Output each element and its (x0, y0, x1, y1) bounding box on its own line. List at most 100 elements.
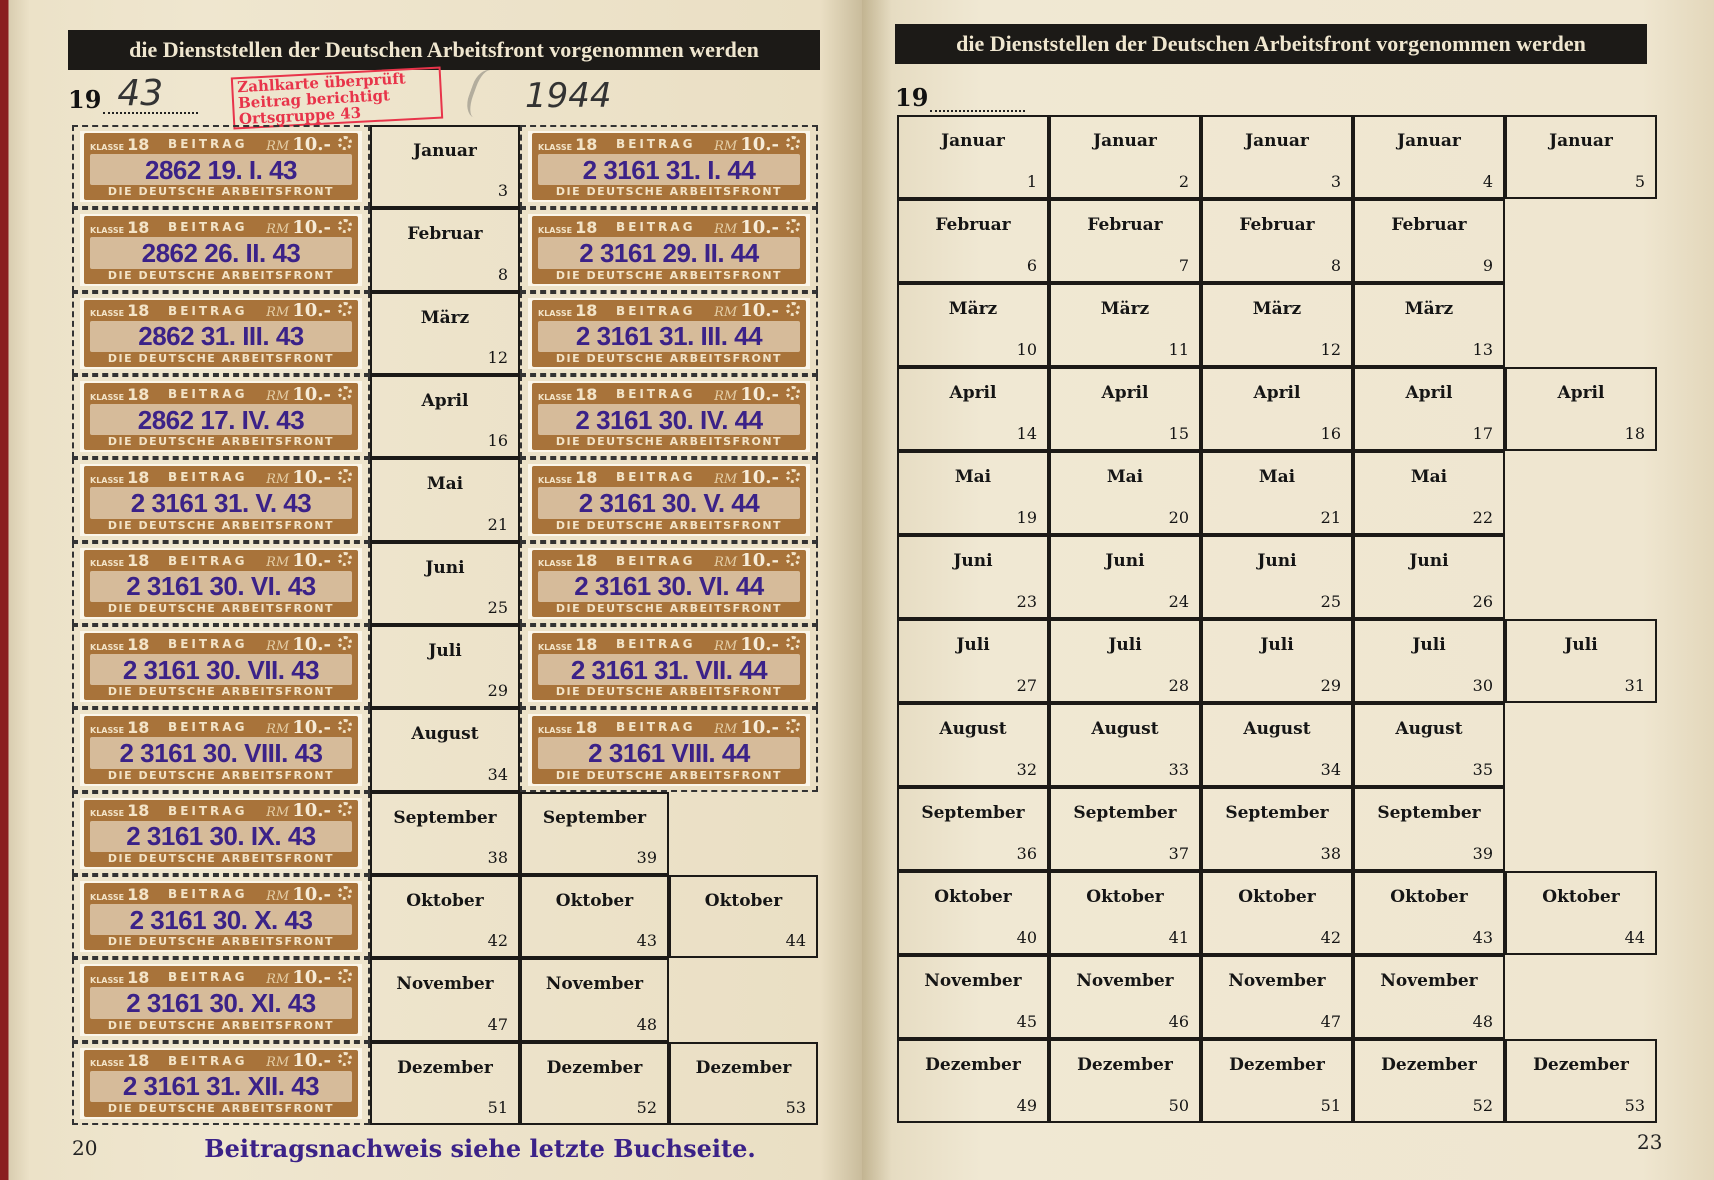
stamp-class-badge: KLASSE 18 (90, 885, 149, 904)
month-cell: November 45 (897, 955, 1049, 1039)
stamp-class: 18 (575, 217, 598, 237)
month-cell: Juli 29 (1201, 619, 1353, 703)
month-cell: April 14 (897, 367, 1049, 451)
daf-emblem-icon (337, 885, 352, 900)
contribution-stamp: KLASSE 18 BEITRAG RM 10.- 2 3161 30. VI. 44 DI… (528, 547, 810, 619)
stamp-currency: RM (266, 555, 290, 571)
stamp-class-label: KLASSE (538, 642, 573, 652)
week-number: 44 (785, 931, 806, 951)
stamp-body: KLASSE 18 BEITRAG RM 10.- 2 3161 31. V. 43 DIE… (84, 466, 358, 534)
month-cell: September 36 (897, 787, 1049, 871)
stamp-class: 18 (127, 717, 150, 737)
stamp-title: BEITRAG (168, 1053, 248, 1068)
handwritten-year: 43 (117, 73, 164, 114)
month-cell: November 48 (1353, 955, 1505, 1039)
stamp-value-group: RM 10.- (266, 384, 352, 405)
contribution-stamp: KLASSE 18 BEITRAG RM 10.- 2 3161 31. XII. 43 D… (80, 1047, 362, 1119)
stamp-currency: RM (266, 138, 290, 154)
stamp-issuer: DIE DEUTSCHE ARBEITSFRONT (107, 935, 335, 949)
month-label: September (921, 803, 1025, 823)
month-label: Oktober (406, 891, 484, 911)
month-label: April (949, 383, 997, 403)
month-label: November (924, 971, 1022, 991)
stamp-class-label: KLASSE (538, 475, 573, 485)
week-number: 48 (636, 1014, 657, 1034)
stamp-currency: RM (714, 221, 738, 237)
contribution-stamp: KLASSE 18 BEITRAG RM 10.- 2862 17. IV. 43 DIE … (80, 381, 362, 453)
month-label: Januar (1245, 131, 1309, 151)
daf-emblem-icon (337, 218, 352, 233)
cancellation-mark: 2 3161 30. X. 43 (90, 904, 352, 936)
month-cell: Juli 27 (897, 619, 1049, 703)
stamp-top-row: KLASSE 18 BEITRAG RM 10.- (538, 300, 800, 321)
page-header-bar: die Dienststellen der Deutschen Arbeitsf… (68, 30, 820, 70)
stamp-class: 18 (575, 634, 598, 654)
stamp-value-group: RM 10.- (714, 384, 800, 405)
stamp-body: KLASSE 18 BEITRAG RM 10.- 2862 17. IV. 43 DIE … (84, 383, 358, 451)
stamp-top-row: KLASSE 18 BEITRAG RM 10.- (90, 800, 352, 821)
stamp-slot: KLASSE 18 BEITRAG RM 10.- 2 3161 31. V. 43 DIE… (72, 458, 370, 542)
month-cell: November 48 (520, 958, 669, 1042)
month-label: Juni (1257, 551, 1297, 571)
cancellation-mark: 2 3161 31. III. 44 (538, 320, 800, 352)
stamp-value: 10.- (292, 300, 331, 322)
stamp-currency: RM (714, 305, 738, 321)
stamp-value: 10.- (740, 216, 779, 238)
stamp-top-row: KLASSE 18 BEITRAG RM 10.- (538, 467, 800, 488)
month-cell: Dezember 53 (1505, 1039, 1657, 1123)
month-label: Oktober (1238, 887, 1316, 907)
month-label: Oktober (704, 891, 783, 911)
stamp-value-group: RM 10.- (714, 467, 800, 488)
week-number: 8 (497, 264, 508, 284)
stamp-title: BEITRAG (168, 553, 248, 568)
stamp-value: 10.- (740, 550, 779, 572)
stamp-class: 18 (575, 467, 598, 487)
month-label: August (939, 719, 1007, 739)
stamp-body: KLASSE 18 BEITRAG RM 10.- 2 3161 31. III. 44 D… (532, 299, 806, 367)
week-number: 42 (1320, 928, 1341, 947)
month-cell: Oktober 43 (1353, 871, 1505, 955)
week-number: 36 (1016, 844, 1037, 863)
stamp-slot: KLASSE 18 BEITRAG RM 10.- 2 3161 31. III. 44 D… (520, 291, 818, 375)
daf-emblem-icon (785, 718, 800, 733)
month-label: Januar (1093, 131, 1157, 151)
stamp-body: KLASSE 18 BEITRAG RM 10.- 2 3161 30. VII. 43 D… (84, 633, 358, 701)
cancellation-mark: 2 3161 30. IX. 43 (90, 820, 352, 852)
stamp-title: BEITRAG (616, 137, 696, 151)
month-label: Juli (1260, 635, 1294, 655)
month-cell: Juni 25 (1201, 535, 1353, 619)
stamp-class-label: KLASSE (538, 142, 573, 152)
cancellation-mark: 2 3161 30. IV. 44 (538, 404, 800, 436)
stamp-slot: KLASSE 18 BEITRAG RM 10.- 2 3161 30. XI. 43 DI… (72, 958, 370, 1042)
week-number: 52 (1472, 1096, 1493, 1115)
stamp-issuer: DIE DEUTSCHE ARBEITSFRONT (555, 601, 783, 615)
month-label: Juni (425, 557, 465, 578)
stamp-issuer: DIE DEUTSCHE ARBEITSFRONT (107, 518, 335, 532)
month-label: Oktober (1542, 887, 1620, 907)
stamp-class: 18 (127, 301, 150, 321)
stamp-title: BEITRAG (168, 970, 248, 985)
month-label: April (1405, 383, 1453, 403)
month-label: März (1100, 299, 1150, 319)
month-cell: Februar 8 (1201, 199, 1353, 283)
stamp-body: KLASSE 18 BEITRAG RM 10.- 2 3161 30. IX. 43 DI… (84, 799, 358, 867)
stamp-value-group: RM 10.- (266, 300, 352, 321)
stamp-class-label: KLASSE (90, 142, 125, 152)
week-number: 20 (1168, 508, 1189, 527)
month-cell: Januar 1 (897, 115, 1049, 199)
page-number: 23 (1637, 1130, 1663, 1154)
month-label: Oktober (555, 891, 634, 911)
stamp-value: 10.- (740, 716, 779, 738)
month-cell: Juni 26 (1353, 535, 1505, 619)
month-cell: Dezember 50 (1049, 1039, 1201, 1123)
stamp-class-label: KLASSE (90, 892, 125, 902)
month-label: Mai (426, 474, 464, 495)
cancellation-mark: 2862 17. IV. 43 (90, 404, 352, 436)
stamp-title: BEITRAG (616, 720, 696, 735)
daf-emblem-icon (337, 718, 352, 733)
stamp-body: KLASSE 18 BEITRAG RM 10.- 2 3161 30. XI. 43 DI… (84, 966, 358, 1034)
month-cell: Dezember 49 (897, 1039, 1049, 1123)
month-cell: Dezember 51 (1201, 1039, 1353, 1123)
month-cell: Dezember 52 (1353, 1039, 1505, 1123)
stamp-title: BEITRAG (168, 803, 248, 818)
